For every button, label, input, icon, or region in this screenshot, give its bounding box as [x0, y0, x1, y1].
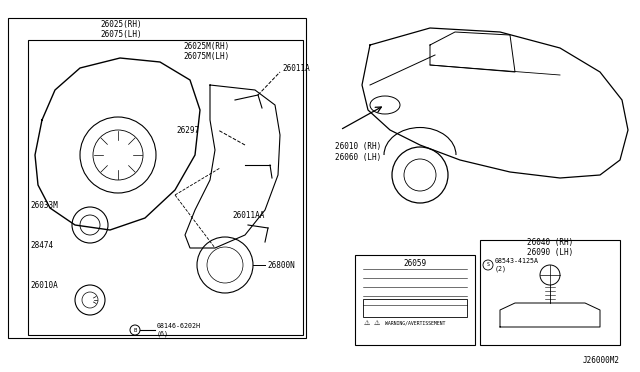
Text: 26025(RH)
26075(LH): 26025(RH) 26075(LH): [100, 20, 142, 39]
Bar: [8, 18, 306, 338]
Text: 26025M(RH)
26075M(LH): 26025M(RH) 26075M(LH): [184, 42, 230, 61]
Text: B: B: [133, 327, 136, 333]
Text: 26059: 26059: [403, 259, 427, 268]
Bar: [480, 240, 620, 345]
Bar: [363, 299, 467, 317]
Text: J26000M2: J26000M2: [583, 356, 620, 365]
Text: ⚠: ⚠: [374, 320, 380, 326]
Text: 26033M: 26033M: [30, 201, 58, 209]
Text: 08543-4125A
(2): 08543-4125A (2): [495, 258, 539, 272]
Text: 26800N: 26800N: [267, 260, 295, 269]
Text: 26011A: 26011A: [282, 64, 310, 73]
Bar: [355, 255, 475, 345]
Text: S: S: [486, 263, 490, 267]
Text: 26040 (RH)
26090 (LH): 26040 (RH) 26090 (LH): [527, 238, 573, 257]
Text: WARNING/AVERTISSEMENT: WARNING/AVERTISSEMENT: [385, 321, 445, 326]
Bar: [28, 40, 303, 335]
Text: 26010 (RH)
26060 (LH): 26010 (RH) 26060 (LH): [335, 142, 381, 162]
Text: 26010A: 26010A: [30, 280, 58, 289]
Text: 26297: 26297: [177, 125, 200, 135]
Text: 28474: 28474: [30, 241, 53, 250]
Text: 26011AA: 26011AA: [232, 211, 264, 219]
Text: ⚠: ⚠: [364, 320, 370, 326]
Text: 08146-6202H
(6): 08146-6202H (6): [157, 323, 201, 337]
